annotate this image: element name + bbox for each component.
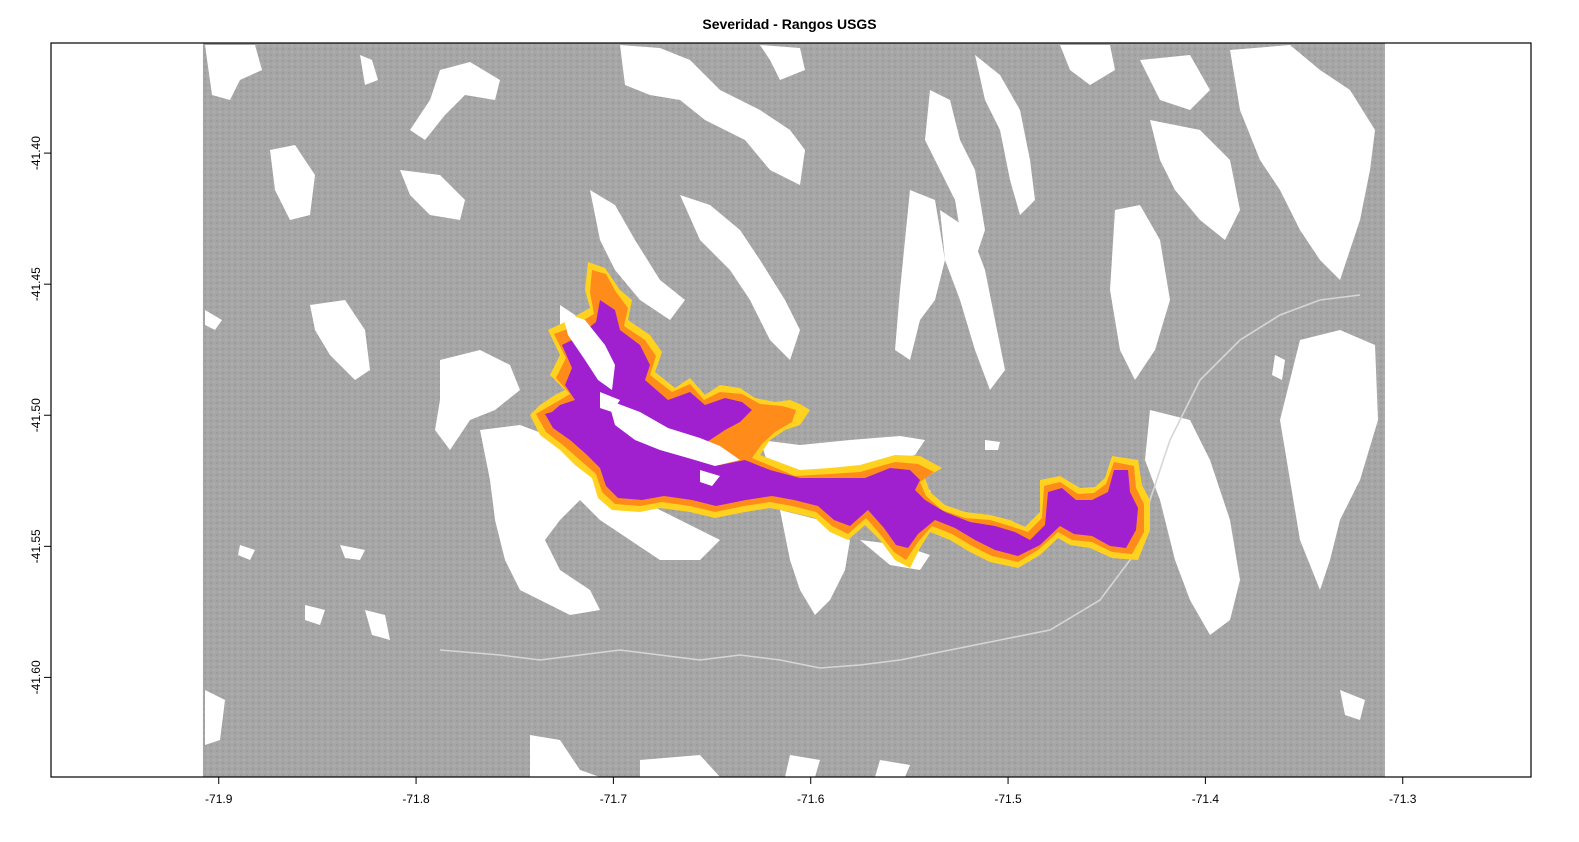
x-tick-label: -71.3 (1389, 792, 1417, 806)
y-axis: -41.40 -41.45 -41.50 -41.55 -41.60 (29, 136, 51, 694)
white-patches (205, 45, 1378, 777)
y-tick-label: -41.45 (29, 267, 43, 301)
river-line (439, 294, 1361, 669)
x-tick-label: -71.6 (797, 792, 825, 806)
y-tick-label: -41.40 (29, 136, 43, 170)
plot-frame (50, 42, 1532, 778)
y-tick-label: -41.55 (29, 529, 43, 563)
x-tick-label: -71.9 (205, 792, 233, 806)
map-title: Severidad - Rangos USGS (702, 16, 877, 32)
y-tick-label: -41.50 (29, 398, 43, 432)
x-tick-label: -71.7 (600, 792, 628, 806)
x-axis: -71.9 -71.8 -71.7 -71.6 -71.5 -71.4 -71.3 (205, 777, 1417, 806)
x-tick-label: -71.5 (994, 792, 1022, 806)
x-tick-label: -71.4 (1192, 792, 1220, 806)
x-tick-label: -71.8 (402, 792, 430, 806)
y-tick-label: -41.60 (29, 660, 43, 694)
burn-severity-area (530, 262, 1150, 568)
